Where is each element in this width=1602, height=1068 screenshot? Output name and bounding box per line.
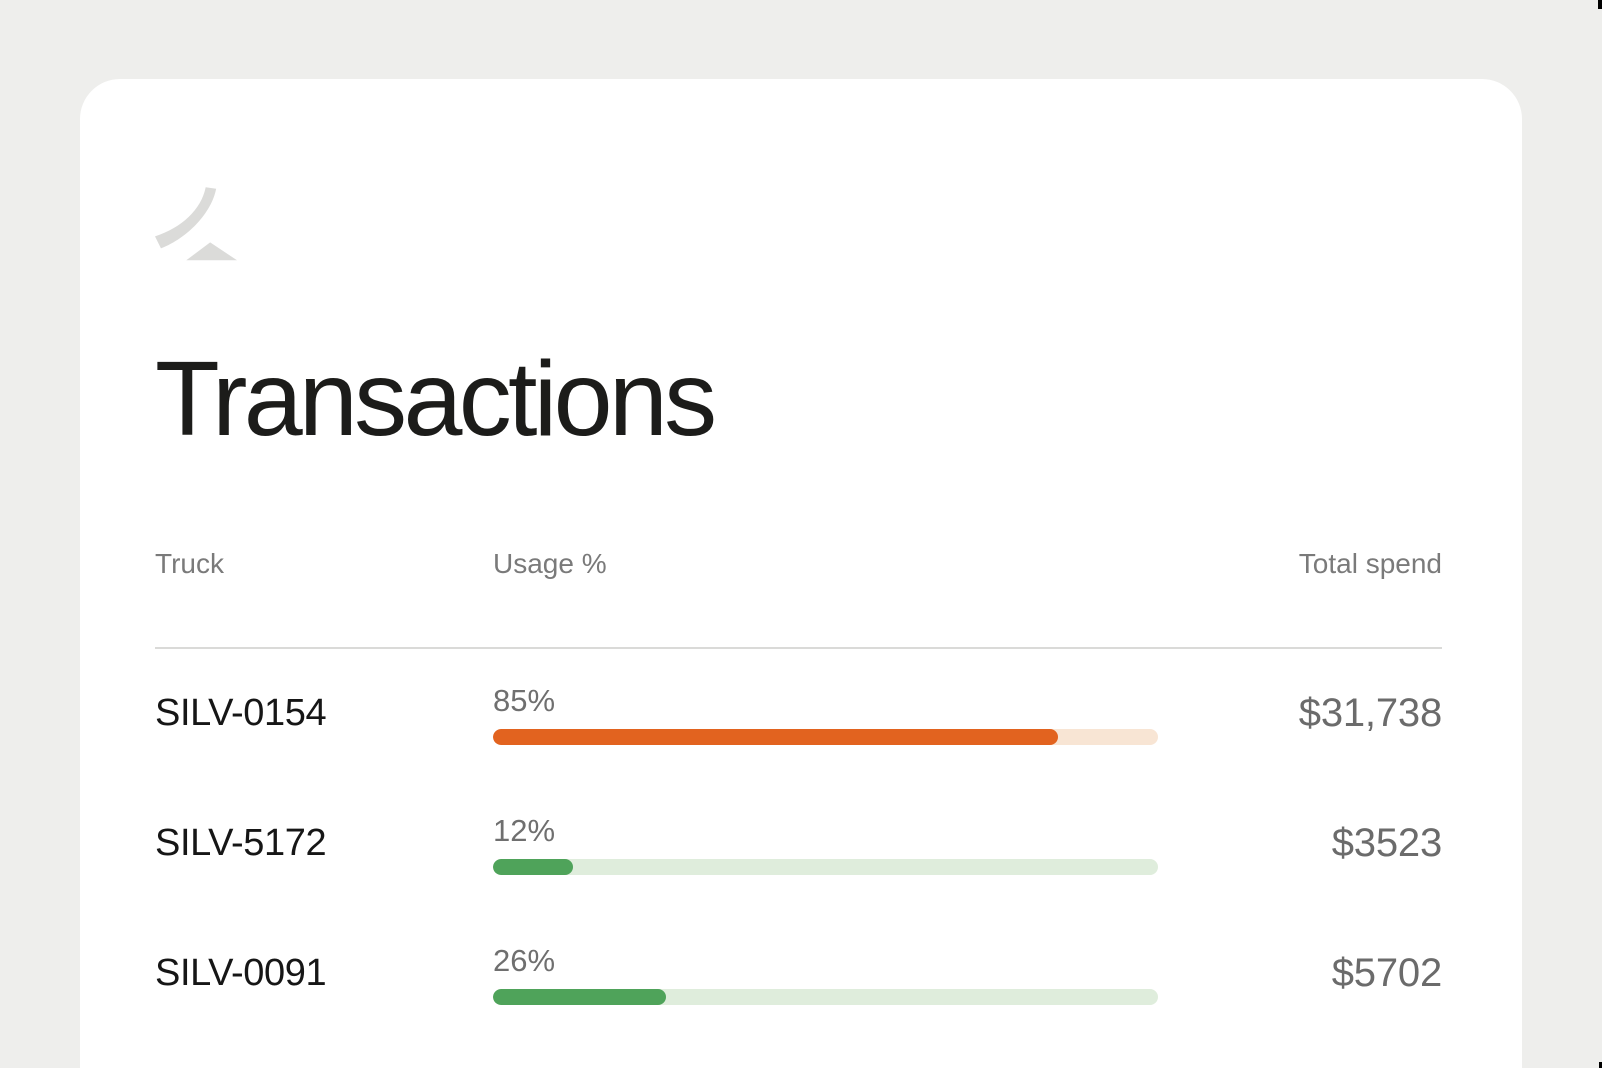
usage-bar-track xyxy=(493,729,1158,746)
table-row[interactable]: SILV-0091 26% $5702 xyxy=(155,909,1442,1039)
header-usage: Usage % xyxy=(493,548,607,580)
usage-cell: 12% xyxy=(493,813,1158,876)
usage-percent-label: 12% xyxy=(493,812,556,848)
brand-swoosh-logo xyxy=(155,187,237,261)
table-row[interactable]: SILV-5172 12% $3523 xyxy=(155,779,1442,909)
truck-id: SILV-5172 xyxy=(155,822,327,865)
screen-corner-mark-bottom-right xyxy=(1599,1062,1602,1068)
table-row[interactable]: SILV-0154 85% $31,738 xyxy=(155,649,1442,779)
usage-bar-fill xyxy=(493,989,666,1006)
total-spend-value: $5702 xyxy=(1331,951,1442,996)
header-divider xyxy=(155,646,1442,649)
usage-bar-track xyxy=(493,859,1158,876)
header-truck: Truck xyxy=(155,548,224,580)
screen-corner-mark-top-right xyxy=(1598,0,1602,9)
total-spend-value: $31,738 xyxy=(1298,691,1442,736)
usage-bar-fill xyxy=(493,859,573,876)
usage-cell: 26% xyxy=(493,943,1158,1006)
page-title: Transactions xyxy=(155,340,717,458)
usage-percent-label: 26% xyxy=(493,942,556,978)
truck-id: SILV-0154 xyxy=(155,692,327,735)
table-header: Truck Usage % Total spend xyxy=(155,547,1442,581)
table-body: SILV-0154 85% $31,738 SILV-5172 12% $352… xyxy=(155,649,1442,1039)
usage-cell: 85% xyxy=(493,683,1158,746)
usage-percent-label: 85% xyxy=(493,682,556,718)
usage-bar-fill xyxy=(493,729,1059,746)
usage-bar-track xyxy=(493,989,1158,1006)
truck-id: SILV-0091 xyxy=(155,952,327,995)
transactions-card: Transactions Truck Usage % Total spend S… xyxy=(80,79,1522,1068)
header-total-spend: Total spend xyxy=(1298,548,1442,580)
total-spend-value: $3523 xyxy=(1331,821,1442,866)
